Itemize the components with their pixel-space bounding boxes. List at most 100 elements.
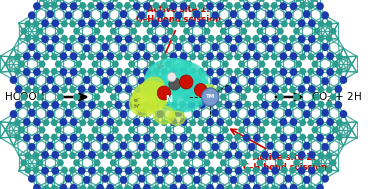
Circle shape xyxy=(226,185,233,189)
Circle shape xyxy=(175,77,182,85)
Circle shape xyxy=(52,35,59,43)
Circle shape xyxy=(14,134,21,141)
Circle shape xyxy=(153,185,160,189)
Circle shape xyxy=(266,44,274,52)
Circle shape xyxy=(318,152,325,159)
Circle shape xyxy=(101,143,109,151)
Circle shape xyxy=(171,23,186,39)
Circle shape xyxy=(253,68,261,76)
Circle shape xyxy=(206,134,214,142)
Circle shape xyxy=(289,86,296,93)
Circle shape xyxy=(316,134,324,142)
Circle shape xyxy=(94,159,101,166)
Circle shape xyxy=(96,184,104,189)
Circle shape xyxy=(10,76,17,84)
Circle shape xyxy=(52,151,59,159)
Circle shape xyxy=(263,185,269,189)
Circle shape xyxy=(69,20,76,27)
Circle shape xyxy=(110,28,116,35)
Circle shape xyxy=(161,68,168,75)
Circle shape xyxy=(253,52,261,60)
Circle shape xyxy=(115,35,122,43)
Circle shape xyxy=(289,20,296,27)
Circle shape xyxy=(55,126,62,133)
Circle shape xyxy=(243,52,250,60)
Circle shape xyxy=(134,35,141,42)
Circle shape xyxy=(138,175,146,183)
Circle shape xyxy=(14,53,21,60)
Circle shape xyxy=(299,122,314,138)
Circle shape xyxy=(83,44,91,52)
Circle shape xyxy=(43,2,49,9)
Circle shape xyxy=(10,110,17,118)
Circle shape xyxy=(263,0,278,6)
Circle shape xyxy=(46,142,54,150)
Circle shape xyxy=(293,159,300,166)
Circle shape xyxy=(240,94,247,101)
Circle shape xyxy=(183,28,190,35)
Circle shape xyxy=(43,185,49,189)
Circle shape xyxy=(36,28,43,35)
Circle shape xyxy=(28,143,36,151)
Circle shape xyxy=(167,94,174,101)
Circle shape xyxy=(271,151,279,159)
Circle shape xyxy=(198,101,206,109)
Circle shape xyxy=(115,151,122,159)
Circle shape xyxy=(179,86,186,93)
Circle shape xyxy=(308,19,316,27)
Circle shape xyxy=(238,61,245,68)
Ellipse shape xyxy=(129,94,156,116)
Circle shape xyxy=(263,122,278,138)
Circle shape xyxy=(41,85,49,93)
Circle shape xyxy=(153,188,168,189)
Circle shape xyxy=(33,134,41,142)
Circle shape xyxy=(106,2,114,10)
Circle shape xyxy=(204,28,210,35)
Circle shape xyxy=(116,68,123,75)
Circle shape xyxy=(266,110,274,118)
Circle shape xyxy=(197,2,204,9)
Circle shape xyxy=(119,44,127,52)
Circle shape xyxy=(271,2,278,9)
Circle shape xyxy=(24,35,31,42)
Circle shape xyxy=(259,126,265,133)
Circle shape xyxy=(106,118,114,126)
Circle shape xyxy=(133,2,141,10)
Circle shape xyxy=(216,101,223,108)
Circle shape xyxy=(271,185,278,189)
Circle shape xyxy=(243,2,250,10)
Circle shape xyxy=(308,151,316,159)
Circle shape xyxy=(240,159,247,166)
Circle shape xyxy=(230,176,237,184)
Circle shape xyxy=(43,122,58,138)
Circle shape xyxy=(125,167,132,175)
Circle shape xyxy=(149,0,155,2)
Circle shape xyxy=(180,184,187,189)
Circle shape xyxy=(271,53,278,60)
Circle shape xyxy=(57,159,64,166)
Circle shape xyxy=(57,94,64,101)
Circle shape xyxy=(156,10,164,18)
Circle shape xyxy=(188,19,196,27)
Circle shape xyxy=(142,152,149,159)
Circle shape xyxy=(69,35,76,42)
Circle shape xyxy=(289,167,296,174)
Circle shape xyxy=(128,61,135,68)
Circle shape xyxy=(175,175,182,183)
Circle shape xyxy=(24,86,31,93)
Circle shape xyxy=(224,19,232,27)
Circle shape xyxy=(308,101,316,109)
Ellipse shape xyxy=(145,59,193,97)
Circle shape xyxy=(299,56,314,72)
Circle shape xyxy=(208,167,214,174)
Circle shape xyxy=(252,35,259,42)
Circle shape xyxy=(14,68,21,75)
Circle shape xyxy=(51,134,58,141)
Circle shape xyxy=(170,68,177,76)
Circle shape xyxy=(125,19,132,27)
Circle shape xyxy=(298,167,306,175)
Circle shape xyxy=(79,122,94,138)
Circle shape xyxy=(96,134,104,142)
Circle shape xyxy=(128,0,135,2)
Circle shape xyxy=(244,89,259,105)
